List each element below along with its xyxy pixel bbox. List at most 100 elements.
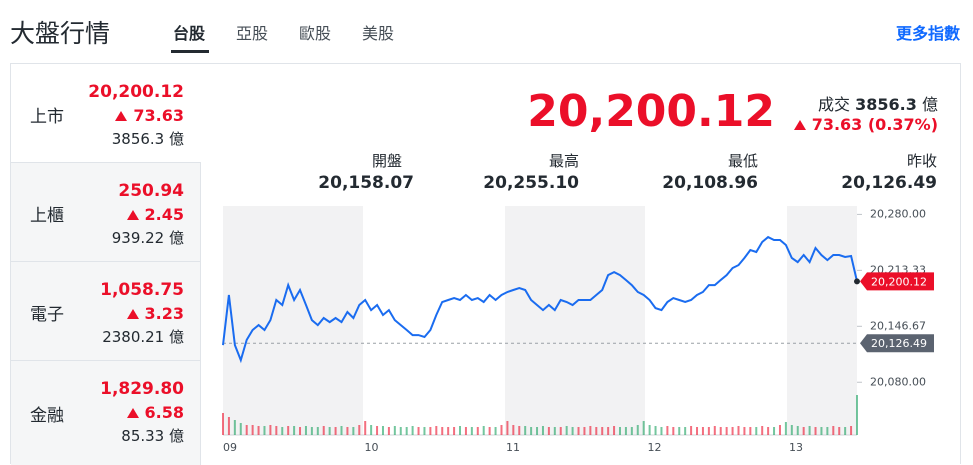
volume-bar: [524, 426, 527, 435]
volume-bar: [832, 426, 835, 435]
volume-bar: [565, 426, 568, 435]
volume-bar: [275, 426, 278, 435]
volume-bar: [541, 426, 544, 435]
market-change: 2.45: [127, 205, 184, 224]
volume-bar: [376, 426, 379, 435]
x-tick-label: 11: [506, 441, 520, 454]
volume-bar: [405, 427, 408, 435]
volume-bar: [553, 427, 556, 435]
market-change: 6.58: [127, 403, 184, 422]
market-price: 1,829.80: [100, 379, 184, 399]
x-tick-label: 10: [365, 441, 379, 454]
volume-bar: [773, 427, 776, 435]
market-change: 73.63: [115, 106, 184, 125]
market-price: 20,200.12: [88, 82, 184, 102]
widget-title: 大盤行情: [10, 19, 111, 48]
volume-bar: [767, 427, 770, 435]
volume-bar: [322, 426, 325, 435]
market-name: 電子: [30, 305, 64, 325]
volume-bar: [684, 427, 687, 435]
volume-bar: [618, 427, 621, 435]
volume-bar: [707, 427, 710, 435]
volume-bar: [559, 427, 562, 435]
stat-value: 20,108.96: [662, 173, 758, 193]
volume-bar: [820, 427, 823, 435]
volume-bar: [856, 395, 858, 435]
volume-bar: [636, 425, 639, 435]
volume-bar: [844, 427, 847, 435]
volume-bar: [239, 423, 242, 435]
stat-label: 昨收: [906, 152, 937, 170]
volume-bar: [470, 427, 473, 435]
y-tick-label: 20,146.67: [870, 319, 926, 332]
volume-bar: [630, 427, 633, 435]
market-row[interactable]: 電子 1,058.75 3.23 2380.21 億: [11, 261, 201, 360]
volume-bar: [613, 426, 616, 435]
y-tick-label: 20,080.00: [870, 375, 926, 388]
volume-bar: [690, 426, 693, 435]
volume-bar: [328, 427, 331, 435]
volume-bar: [310, 427, 313, 435]
market-name: 上市: [30, 107, 64, 127]
market-row[interactable]: 上櫃 250.94 2.45 939.22 億: [11, 162, 201, 261]
volume-bar: [607, 427, 610, 435]
volume-bar: [281, 427, 284, 435]
volume-bar: [370, 425, 373, 435]
volume-bar: [654, 426, 657, 435]
volume-bar: [784, 422, 787, 435]
price-line: [222, 235, 858, 364]
volume-bar: [459, 426, 462, 435]
volume-bar: [719, 427, 722, 435]
tab-active[interactable]: 台股: [173, 24, 206, 43]
volume-bar: [512, 425, 515, 435]
volume-bar: [263, 426, 266, 435]
volume-bar: [251, 425, 254, 435]
volume-bar: [725, 427, 728, 435]
volume-bar: [453, 427, 456, 435]
volume-bar: [696, 427, 699, 435]
quote-volume: 成交 3856.3 億: [818, 91, 938, 115]
market-price: 250.94: [118, 181, 184, 201]
market-row[interactable]: 上市 20,200.12 73.63 3856.3 億: [11, 64, 200, 163]
volume-bar: [737, 426, 740, 435]
last-point: [854, 278, 860, 285]
stat-value: 20,255.10: [483, 173, 579, 193]
volume-bar: [334, 427, 337, 435]
panel: [10, 63, 961, 464]
more-link[interactable]: 更多指數: [895, 24, 960, 43]
prev_close-badge: [860, 334, 934, 353]
volume-bar: [731, 427, 734, 435]
volume-bar: [547, 427, 550, 435]
tab[interactable]: 美股: [362, 24, 395, 43]
volume-bar: [293, 426, 296, 435]
volume-bar: [790, 425, 793, 435]
volume-bar: [838, 427, 841, 435]
volume-bar: [500, 425, 503, 435]
volume-bar: [678, 427, 681, 435]
market-row[interactable]: 金融 1,829.80 6.58 85.33 億: [11, 360, 201, 465]
market-volume: 85.33 億: [121, 427, 184, 445]
volume-bar: [346, 427, 349, 435]
volume-bar: [826, 427, 829, 435]
market-volume: 939.22 億: [111, 229, 184, 247]
volume-bar: [589, 426, 592, 435]
tab[interactable]: 亞股: [236, 24, 269, 43]
volume-bar: [269, 425, 272, 435]
volume-bar: [393, 426, 396, 435]
x-tick-label: 13: [789, 441, 803, 454]
volume-bar: [222, 413, 224, 435]
volume-bar: [381, 426, 384, 435]
market-name: 上櫃: [30, 206, 64, 226]
volume-bar: [429, 427, 432, 435]
volume-bar: [571, 427, 574, 435]
volume-bar: [423, 427, 426, 435]
volume-bar: [482, 426, 485, 435]
x-tick-label: 09: [223, 441, 237, 454]
close-badge: [860, 272, 934, 291]
market-change: 3.23: [127, 304, 184, 323]
volume-value: 3856.3: [855, 95, 917, 114]
volume-bar: [257, 426, 260, 435]
volume-bar: [352, 427, 355, 435]
volume-bar: [796, 426, 799, 435]
tab[interactable]: 歐股: [299, 24, 332, 43]
